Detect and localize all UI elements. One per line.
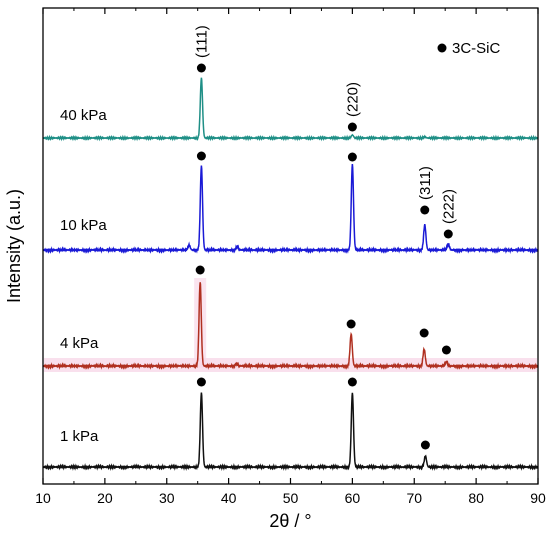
series-line bbox=[42, 164, 539, 255]
peak-marker bbox=[420, 440, 430, 450]
x-tick-label: 20 bbox=[97, 490, 113, 506]
x-tick-label: 70 bbox=[406, 490, 422, 506]
x-tick-label: 30 bbox=[159, 490, 175, 506]
peak-marker bbox=[347, 152, 357, 162]
series-line bbox=[42, 77, 539, 142]
plot-frame bbox=[42, 7, 539, 485]
x-tick-label: 10 bbox=[35, 490, 51, 506]
series-label: 1 kPa bbox=[60, 428, 99, 445]
peak-marker bbox=[196, 377, 206, 387]
series-line bbox=[42, 392, 539, 472]
peak-label: (311) bbox=[417, 166, 434, 200]
peak-marker bbox=[441, 345, 451, 355]
series-label: 10 kPa bbox=[60, 217, 107, 234]
peak-marker bbox=[195, 265, 205, 275]
x-tick-label: 90 bbox=[530, 490, 546, 506]
peak-marker bbox=[347, 377, 357, 387]
series-line bbox=[42, 282, 539, 371]
legend-marker bbox=[437, 43, 447, 53]
peak-marker bbox=[443, 229, 453, 239]
x-tick-label: 60 bbox=[345, 490, 361, 506]
x-tick-label: 80 bbox=[468, 490, 484, 506]
y-axis-label: Intensity (a.u.) bbox=[4, 189, 24, 303]
legend-label: 3C-SiC bbox=[452, 40, 501, 57]
highlight-band bbox=[194, 278, 207, 368]
peak-marker bbox=[420, 205, 430, 215]
peak-marker bbox=[347, 122, 357, 132]
peak-marker bbox=[196, 63, 206, 73]
series-label: 40 kPa bbox=[60, 107, 107, 124]
plot-area: 40 kPa (111) (220) 10 kPa (311) (222) 4 kPa 1 k… bbox=[4, 7, 546, 531]
series-label: 4 kPa bbox=[60, 335, 99, 352]
x-tick-label: 40 bbox=[221, 490, 237, 506]
peak-label: (222) bbox=[440, 189, 457, 224]
peak-marker bbox=[346, 319, 356, 329]
peak-marker bbox=[196, 151, 206, 161]
x-axis-label: 2θ / ° bbox=[269, 511, 311, 531]
peak-label: (220) bbox=[344, 82, 361, 117]
x-tick-label: 50 bbox=[283, 490, 299, 506]
peak-marker bbox=[419, 328, 429, 338]
peak-label: (111) bbox=[193, 25, 210, 58]
